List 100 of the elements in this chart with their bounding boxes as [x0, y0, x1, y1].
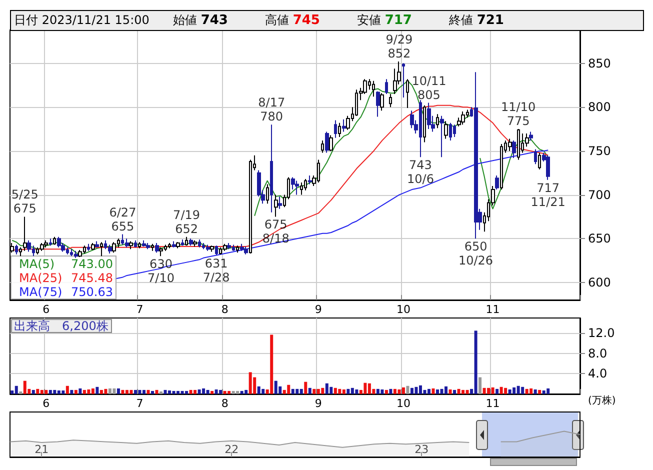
- bar: [244, 390, 248, 394]
- bar: [194, 390, 197, 394]
- bar: [530, 388, 533, 394]
- bar: [300, 388, 303, 394]
- candlestick: [193, 240, 197, 248]
- bar: [482, 388, 486, 394]
- text: 6/27 655: [109, 205, 136, 234]
- bar: [176, 390, 180, 394]
- x-tick-label: 9: [314, 303, 322, 316]
- bar: [487, 388, 490, 394]
- candlestick: [244, 246, 248, 255]
- y-axis-title: (万株): [588, 394, 616, 406]
- candlestick: [266, 184, 269, 204]
- bar: [457, 388, 460, 394]
- bar: [414, 386, 418, 394]
- candlestick: [95, 240, 99, 248]
- candlestick: [168, 242, 171, 249]
- text: 10/11 805: [412, 74, 446, 102]
- candlestick: [198, 239, 201, 248]
- text: 8/17 780: [258, 96, 286, 124]
- bar: [130, 390, 133, 394]
- bar: [406, 386, 410, 394]
- bar: [312, 388, 316, 394]
- bar: [542, 390, 546, 394]
- x-tick-label: 10: [396, 303, 410, 316]
- candlestick: [338, 122, 341, 138]
- bar: [427, 388, 430, 394]
- bar: [198, 389, 201, 394]
- y-tick-label: 12.0: [588, 326, 615, 340]
- bar: [23, 380, 26, 394]
- bar: [160, 391, 163, 394]
- text: 11/10 775: [501, 100, 536, 128]
- bar: [121, 390, 124, 394]
- bar: [316, 388, 320, 394]
- bar: [496, 388, 499, 394]
- bar: [534, 389, 537, 394]
- candlestick: [423, 104, 426, 143]
- bar: [62, 390, 65, 394]
- candlestick: [300, 182, 303, 196]
- bar: [125, 390, 128, 394]
- bar: [274, 380, 278, 394]
- candlestick: [155, 242, 159, 254]
- text: 始値 743: [173, 13, 228, 28]
- bar: [32, 390, 35, 394]
- candlestick: [142, 240, 146, 248]
- text: 717 11/21: [530, 180, 566, 209]
- candlestick: [304, 178, 307, 191]
- candlestick: [274, 194, 278, 218]
- bar: [448, 389, 452, 394]
- bar: [291, 388, 294, 394]
- candlestick: [27, 240, 31, 252]
- candlestick: [125, 238, 129, 248]
- bar: [325, 383, 328, 394]
- bar: [78, 388, 82, 394]
- candlestick: [240, 243, 244, 252]
- bar: [330, 386, 333, 394]
- y-tick-label: 4.0: [588, 366, 608, 381]
- x-tick-label: 7: [136, 397, 144, 410]
- x-tick-label: 23: [414, 443, 429, 456]
- y-tick-label: 800: [588, 100, 611, 114]
- bar: [478, 377, 482, 394]
- bar: [236, 390, 240, 394]
- bar: [402, 387, 405, 394]
- candlestick: [517, 128, 520, 160]
- bar: [240, 390, 244, 394]
- text: MA(75): [19, 285, 62, 299]
- bar: [262, 388, 265, 394]
- bar: [91, 388, 94, 394]
- x-tick-label: 7: [136, 303, 144, 316]
- candlestick: [23, 216, 27, 252]
- bar: [380, 389, 384, 394]
- bar: [206, 390, 210, 394]
- candlestick: [185, 236, 188, 246]
- text: 9/29 852: [386, 32, 413, 61]
- candlestick: [436, 114, 439, 129]
- text: 743 10/6: [407, 158, 434, 186]
- bar: [466, 390, 469, 394]
- candlestick: [74, 250, 78, 258]
- candlestick: [308, 175, 312, 185]
- bar: [104, 388, 108, 394]
- bar: [228, 390, 231, 394]
- candlestick: [500, 143, 503, 190]
- bar: [57, 390, 60, 394]
- bar: [474, 330, 478, 394]
- bar: [384, 390, 388, 394]
- bar: [350, 388, 354, 394]
- candlestick: [453, 124, 456, 138]
- bar: [334, 388, 337, 394]
- bar: [66, 386, 69, 394]
- x-tick-label: 6: [42, 303, 50, 316]
- bar: [232, 390, 235, 394]
- bar: [36, 388, 40, 394]
- bar: [189, 390, 192, 394]
- candlestick: [57, 236, 61, 248]
- candlestick: [376, 90, 380, 118]
- bar: [74, 390, 78, 394]
- text: 5/25 675: [11, 188, 38, 216]
- candlestick: [223, 243, 227, 252]
- bar: [462, 390, 465, 394]
- candlestick: [402, 62, 405, 98]
